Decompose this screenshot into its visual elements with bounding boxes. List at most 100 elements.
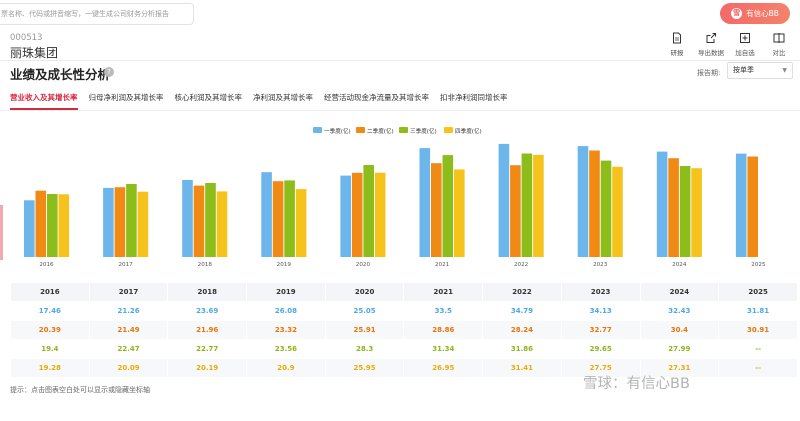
period-value: 按单季 — [733, 66, 754, 74]
side-handle — [0, 205, 3, 260]
bar[interactable] — [216, 191, 228, 257]
period-select[interactable]: 按单季 ▼ — [727, 62, 793, 79]
legend-swatch — [313, 127, 322, 133]
bar[interactable] — [47, 194, 58, 257]
legend-item[interactable]: 二季度(亿) — [356, 127, 394, 135]
bar[interactable] — [284, 180, 295, 257]
bar[interactable] — [295, 189, 307, 257]
stock-code: 000513 — [10, 33, 43, 43]
bar[interactable] — [126, 184, 137, 257]
tab-operating-cash-flow[interactable]: 经营活动现金净流量及其增长率 — [324, 93, 429, 102]
x-tick-label: 2025 — [751, 262, 766, 268]
bar[interactable] — [272, 181, 284, 257]
table-header-cell: 2017 — [88, 282, 169, 302]
tab-revenue[interactable]: 营业收入及其增长率 — [10, 92, 78, 110]
bar[interactable] — [363, 165, 374, 257]
bar[interactable] — [747, 156, 758, 258]
legend-label: 一季度(亿) — [324, 127, 351, 135]
bar[interactable] — [691, 168, 702, 257]
x-tick-label: 2019 — [277, 262, 292, 268]
table-header-cell: 2020 — [324, 282, 405, 302]
bar[interactable] — [340, 175, 351, 257]
bar[interactable] — [431, 163, 442, 257]
table-cell: 28.3 — [324, 339, 405, 359]
bar[interactable] — [137, 191, 149, 257]
table-cell: 19.4 — [10, 339, 90, 359]
table-cell: 28.24 — [482, 320, 562, 340]
tab-core-profit[interactable]: 核心利润及其增长率 — [174, 93, 243, 102]
table-cell: 17.46 — [10, 301, 90, 321]
table-cell: 25.05 — [324, 301, 405, 321]
legend-swatch — [444, 127, 453, 133]
table-cell: 20.39 — [10, 320, 90, 340]
tab-parent-net-profit[interactable]: 归母净利润及其增长率 — [88, 93, 164, 102]
table-header-cell: 2019 — [246, 282, 326, 302]
bar[interactable] — [589, 150, 600, 258]
table-header-cell: 2021 — [403, 282, 484, 302]
add-watchlist-label: 加自选 — [735, 49, 755, 57]
brand-button[interactable]: 雪 有信心BB — [720, 3, 790, 24]
bar[interactable] — [521, 153, 533, 258]
bar[interactable] — [442, 155, 454, 257]
table-header-row: 2016 2017 2018 2019 2020 2021 2022 2023 2024 2025 — [10, 282, 798, 302]
bar[interactable] — [58, 194, 70, 257]
search-input[interactable]: 票名称、代码或拼音缩写，一键生成公司财务分析报告 — [0, 3, 194, 25]
table-header-cell: 2025 — [718, 282, 798, 302]
table-cell: 23.69 — [167, 301, 248, 321]
bar[interactable] — [600, 160, 612, 257]
bar[interactable] — [577, 146, 589, 257]
table-cell: 19.28 — [10, 358, 90, 378]
bar[interactable] — [454, 169, 465, 257]
bar[interactable] — [351, 172, 363, 257]
legend-item[interactable]: 一季度(亿) — [313, 127, 351, 135]
export-icon — [706, 33, 716, 43]
compare-button[interactable]: 对比 — [762, 32, 796, 57]
x-tick-label: 2021 — [435, 262, 450, 268]
snowball-logo-icon: 雪 — [731, 8, 743, 19]
x-tick-label: 2016 — [39, 262, 54, 268]
table-cell: 20.9 — [246, 358, 326, 378]
table-cell: 30.4 — [639, 320, 720, 340]
add-watchlist-button[interactable]: 加自选 — [728, 32, 762, 57]
table-cell: 31.86 — [482, 339, 562, 359]
bar[interactable] — [261, 172, 272, 257]
bar[interactable] — [498, 143, 510, 257]
bar[interactable] — [668, 158, 679, 257]
table-cell: 28.86 — [403, 320, 484, 340]
tab-deducted-net-profit[interactable]: 扣非净利润同增长率 — [440, 93, 508, 102]
legend-item[interactable]: 四季度(亿) — [444, 127, 482, 135]
bar[interactable] — [114, 187, 126, 257]
table-cell: 31.34 — [403, 339, 484, 359]
table-cell: 32.43 — [639, 301, 720, 321]
bar[interactable] — [182, 180, 193, 257]
export-data-button[interactable]: 导出数据 — [694, 32, 728, 57]
bar[interactable] — [612, 166, 623, 257]
bar[interactable] — [510, 165, 521, 257]
bar[interactable] — [374, 172, 386, 257]
bar[interactable] — [679, 166, 691, 257]
bar[interactable] — [103, 187, 114, 257]
revenue-bar-chart[interactable]: 一季度(亿) 二季度(亿) 三季度(亿) 四季度(亿) 2016 2017 2018 2019… — [0, 115, 800, 275]
bar[interactable] — [533, 154, 544, 257]
table-cell: 31.81 — [718, 301, 798, 321]
bar[interactable] — [419, 148, 431, 257]
bar[interactable] — [735, 153, 747, 257]
tab-net-profit[interactable]: 净利润及其增长率 — [253, 93, 313, 102]
x-tick-label: 2017 — [118, 262, 133, 268]
table-cell: 23.56 — [246, 339, 326, 359]
legend-swatch — [356, 127, 365, 133]
table-cell: 34.79 — [482, 301, 562, 321]
research-report-button[interactable]: 研报 — [660, 32, 694, 57]
table-cell: 21.96 — [167, 320, 248, 340]
bar[interactable] — [35, 190, 47, 257]
bar[interactable] — [205, 183, 216, 257]
table-header-cell: 2022 — [482, 282, 562, 302]
table-cell: 25.95 — [324, 358, 405, 378]
help-icon[interactable]: ? — [104, 67, 114, 77]
bar[interactable] — [24, 200, 35, 257]
bar[interactable] — [193, 185, 205, 257]
x-tick-label: 2022 — [514, 262, 528, 268]
legend-item[interactable]: 三季度(亿) — [399, 127, 437, 135]
data-table: 2016 2017 2018 2019 2020 2021 2022 2023 2024 2025… — [10, 282, 798, 378]
bar[interactable] — [656, 151, 668, 257]
